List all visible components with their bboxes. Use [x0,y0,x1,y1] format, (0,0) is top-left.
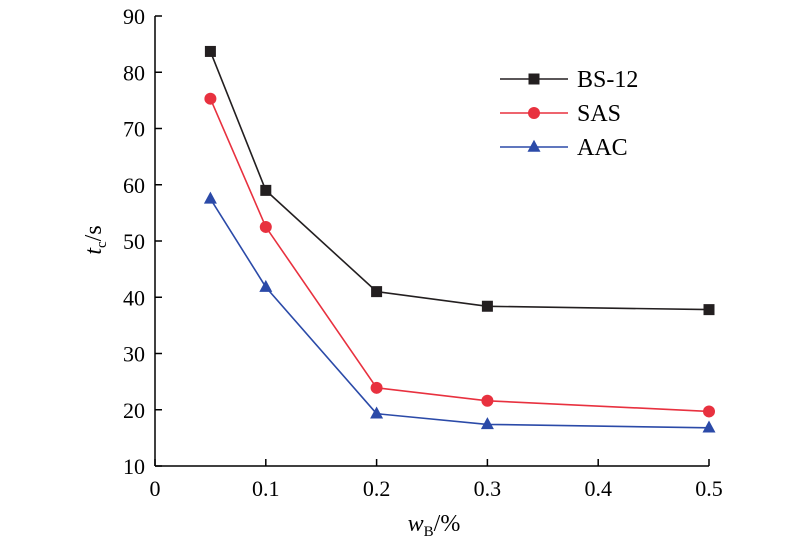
legend-label: BS-12 [577,67,638,93]
series-line-aac [209,198,710,429]
series-line-sas [209,98,710,413]
legend-item-sas: SAS [500,101,621,127]
y-tick-label: 90 [123,4,145,29]
series-bs-12 [204,45,715,316]
legend-item-aac: AAC [500,135,628,161]
data-point-sas [259,220,272,233]
y-tick-label: 20 [123,398,145,423]
y-tick-label: 80 [123,60,145,85]
legend-label: AAC [577,135,628,161]
legend-item-bs-12: BS-12 [500,67,638,93]
legend: BS-12 SAS AAC [500,67,638,161]
x-axis-title: wB/% [408,511,461,540]
y-axis-ticks: 10 20 30 40 50 60 70 80 90 [123,4,162,479]
series-sas [204,92,715,418]
x-tick-label: 0.2 [363,476,391,501]
legend-label: SAS [577,101,621,127]
data-point-sas [481,394,494,407]
data-point-sas [370,381,383,394]
data-point-aac [203,191,217,204]
x-tick-label: 0.1 [252,476,280,501]
x-axis-ticks: 0 0.1 0.2 0.3 0.4 0.5 [150,459,723,501]
data-point-bs-12 [703,304,715,316]
y-tick-label: 30 [123,342,145,367]
data-point-bs-12 [204,45,216,57]
x-tick-label: 0.5 [695,476,723,501]
y-tick-label: 40 [123,285,145,310]
data-point-bs-12 [371,286,383,298]
data-point-aac [480,417,494,430]
legend-marker [528,73,540,85]
series-aac [203,191,716,433]
legend-marker [527,139,541,152]
y-tick-label: 60 [123,173,145,198]
y-axis-title: tc/s [81,225,110,254]
data-point-bs-12 [260,184,272,196]
data-point-aac [702,420,716,433]
legend-marker [528,107,540,119]
y-tick-label: 50 [123,229,145,254]
y-tick-label: 70 [123,117,145,142]
data-point-sas [703,405,715,418]
data-point-aac [259,279,273,292]
series-layer [203,45,716,433]
data-point-sas [204,92,217,105]
data-point-bs-12 [481,300,493,312]
x-tick-label: 0.3 [474,476,502,501]
data-point-aac [370,406,384,419]
x-tick-label: 0.4 [584,476,612,501]
y-tick-label: 10 [123,454,145,479]
x-tick-label: 0 [150,476,161,501]
